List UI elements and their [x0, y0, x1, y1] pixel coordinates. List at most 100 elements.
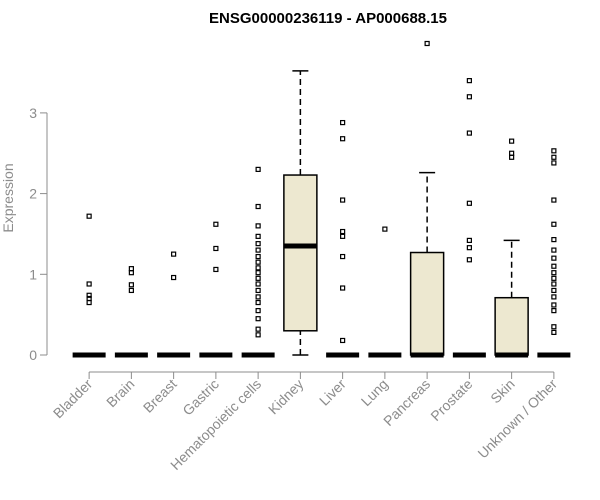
- outlier-point: [340, 197, 346, 203]
- outlier-point: [340, 233, 346, 239]
- outlier-point: [551, 247, 557, 253]
- outlier-point: [340, 228, 346, 235]
- x-tick-label-10: Skin: [487, 376, 518, 407]
- x-tick-label-11: Unknown / Other: [474, 376, 560, 462]
- outlier-point: [255, 270, 261, 276]
- outlier-point: [551, 329, 557, 336]
- outlier-point: [466, 257, 472, 263]
- outlier-point: [255, 203, 261, 210]
- box-bladder: [72, 213, 106, 358]
- outlier-point: [551, 221, 557, 227]
- box-brain: [114, 266, 148, 358]
- outlier-point: [466, 245, 472, 251]
- box-gastric: [199, 221, 233, 358]
- outlier-point: [213, 266, 219, 273]
- outlier-point: [255, 326, 261, 332]
- outlier-point: [382, 226, 388, 232]
- box-body: [283, 174, 318, 332]
- outlier-point: [509, 150, 515, 156]
- outlier-point: [213, 245, 219, 252]
- outlier-point: [213, 221, 219, 227]
- outlier-point: [255, 332, 261, 338]
- y-tick-label-1: 1: [29, 266, 37, 282]
- chart-title: ENSG00000236119 - AP000688.15: [209, 10, 447, 27]
- outlier-point: [551, 287, 557, 294]
- outlier-point: [466, 94, 472, 100]
- x-tick-label-2: Breast: [140, 376, 180, 416]
- outlier-point: [255, 308, 261, 314]
- outlier-point: [551, 294, 557, 300]
- box-breast: [157, 251, 191, 358]
- outlier-point: [466, 237, 472, 244]
- outlier-point: [551, 302, 557, 308]
- outlier-point: [86, 299, 92, 306]
- outlier-point: [466, 130, 472, 136]
- x-tick-label-5: Kidney: [265, 376, 307, 418]
- outlier-point: [255, 241, 261, 247]
- outlier-point: [466, 200, 472, 206]
- outlier-point: [551, 160, 557, 166]
- x-tick-label-8: Pancreas: [380, 376, 433, 429]
- x-tick-label-0: Bladder: [50, 376, 96, 422]
- outlier-point: [551, 197, 557, 203]
- outlier-point: [551, 255, 557, 261]
- box-skin: [494, 138, 529, 358]
- y-tick-label-3: 3: [29, 105, 37, 121]
- outlier-point: [128, 270, 134, 276]
- outlier-point: [551, 236, 557, 243]
- outlier-point: [255, 233, 261, 239]
- outlier-point: [255, 281, 261, 287]
- outlier-point: [340, 285, 346, 291]
- box-liver: [326, 119, 360, 358]
- outlier-point: [551, 263, 557, 269]
- box-hematopoietic-cells: [241, 166, 275, 358]
- axes: 0 1 2 3: [29, 105, 555, 379]
- outlier-point: [255, 166, 261, 172]
- outlier-point: [255, 247, 261, 253]
- box-body: [494, 296, 529, 356]
- x-tick-label-7: Lung: [358, 376, 391, 409]
- outlier-point: [255, 265, 261, 271]
- outlier-point: [86, 295, 92, 302]
- outlier-point: [255, 316, 261, 322]
- outlier-point: [171, 251, 177, 257]
- outlier-point: [128, 287, 134, 294]
- outlier-point: [86, 213, 92, 219]
- y-tick-label-2: 2: [29, 186, 37, 202]
- outlier-point: [551, 154, 557, 160]
- y-tick-label-0: 0: [29, 347, 37, 363]
- outlier-point: [340, 337, 346, 344]
- outlier-point: [128, 266, 134, 272]
- outlier-point: [551, 275, 557, 281]
- outlier-point: [255, 223, 261, 229]
- box-pancreas: [409, 40, 445, 358]
- outlier-point: [255, 287, 261, 294]
- outlier-point: [551, 270, 557, 276]
- box-kidney: [283, 70, 318, 356]
- outlier-point: [509, 154, 515, 160]
- outlier-point: [255, 294, 261, 300]
- x-tick-label-9: Prostate: [427, 376, 475, 424]
- outlier-point: [171, 274, 177, 281]
- outlier-point: [340, 119, 346, 126]
- x-tick-label-6: Liver: [316, 376, 349, 409]
- box-lung: [368, 226, 402, 358]
- box-prostate: [452, 78, 486, 358]
- y-axis-label: Expression: [0, 163, 16, 232]
- outlier-point: [551, 308, 557, 314]
- outlier-point: [255, 253, 261, 260]
- boxes: [72, 40, 571, 358]
- outlier-point: [86, 281, 92, 287]
- outlier-point: [128, 282, 134, 288]
- outlier-point: [86, 292, 92, 298]
- outlier-point: [551, 324, 557, 330]
- outlier-point: [509, 138, 515, 144]
- box-unknown-other: [537, 148, 571, 358]
- outlier-point: [255, 259, 261, 265]
- outlier-point: [340, 253, 346, 260]
- outlier-point: [466, 78, 472, 84]
- outlier-point: [255, 299, 261, 306]
- outlier-point: [340, 136, 346, 142]
